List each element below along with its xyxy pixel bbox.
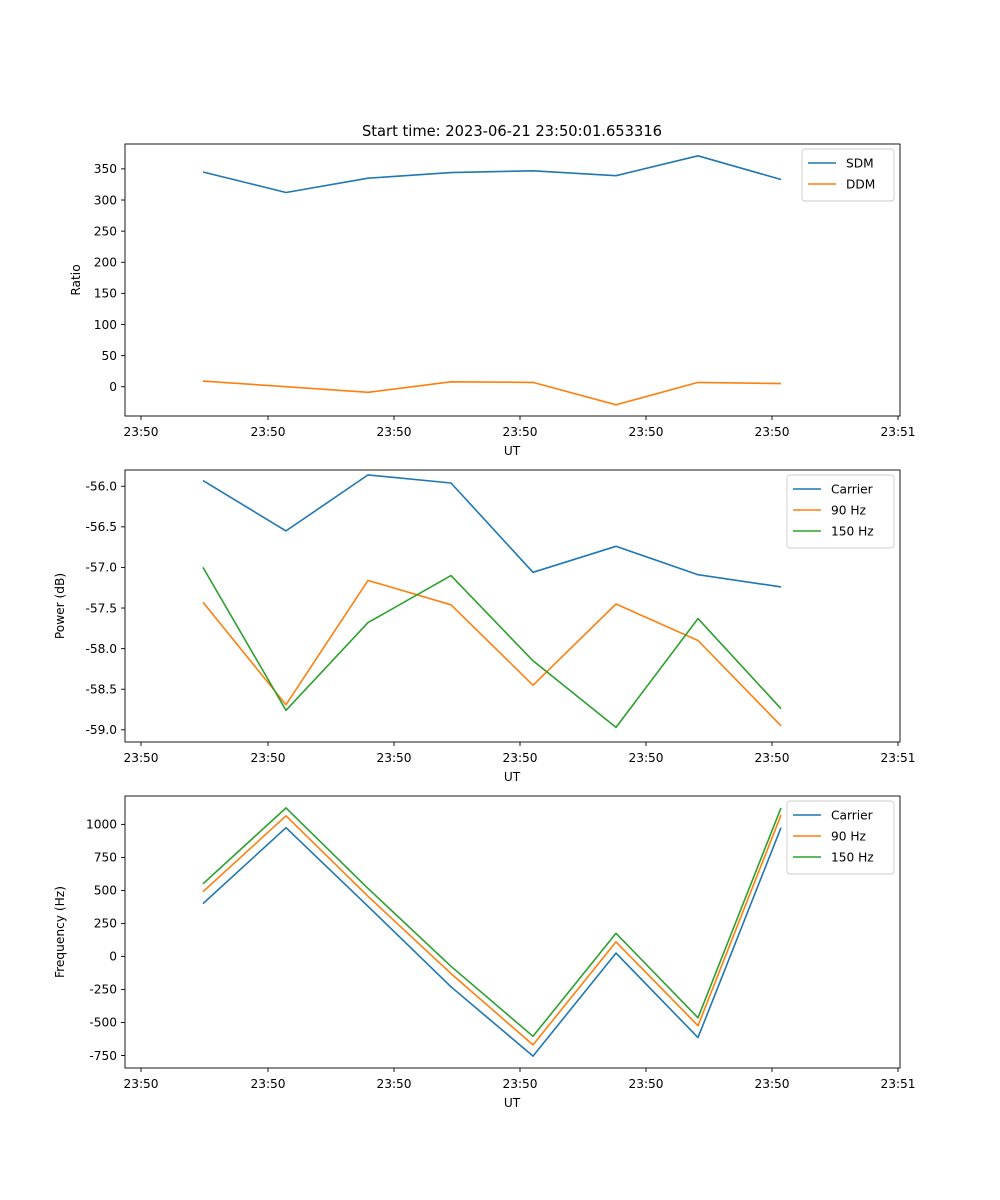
chart-panel-1: 23:50 23:50 23:50 23:50 23:50 23:50 23:51 UT 0 50… <box>69 143 916 458</box>
y-tick-label: -750 <box>89 1049 117 1063</box>
y-tick-label: -250 <box>89 983 117 997</box>
y-tick-label: -500 <box>89 1016 117 1030</box>
x-tick-label: 23:50 <box>376 751 411 765</box>
y-tick-label: -56.0 <box>85 480 117 494</box>
x-tick-label: 23:50 <box>123 1077 158 1091</box>
x-tick-label: 23:50 <box>376 1077 411 1091</box>
x-tick-label: 23:50 <box>628 1077 663 1091</box>
chart-title: Start time: 2023-06-21 23:50:01.653316 <box>362 123 662 140</box>
y-tick-label: 500 <box>94 884 117 898</box>
x-tick-label: 23:51 <box>880 751 915 765</box>
legend-box <box>786 474 895 549</box>
axes-frame <box>124 143 901 417</box>
y-tick-label: 250 <box>94 224 117 238</box>
x-tick-label: 23:50 <box>123 751 158 765</box>
y-tick-label: 0 <box>109 950 117 964</box>
x-axis-label: UT <box>504 770 521 784</box>
x-tick-label: 23:50 <box>754 1077 789 1091</box>
y-tick-label: -56.5 <box>85 520 117 534</box>
y-axis-label: Frequency (Hz) <box>53 886 67 978</box>
y-tick-label: 350 <box>94 162 117 176</box>
y-tick-label: 250 <box>94 917 117 931</box>
x-tick-label: 23:51 <box>880 425 915 439</box>
legend-box <box>801 148 895 202</box>
x-tick-label: 23:50 <box>502 751 537 765</box>
x-tick-label: 23:51 <box>880 1077 915 1091</box>
series-line-150-hz <box>202 807 782 1038</box>
y-tick-label: -58.0 <box>85 642 117 656</box>
series-line-90-hz <box>202 814 782 1046</box>
x-tick-label: 23:50 <box>250 1077 285 1091</box>
y-axis-label: Power (dB) <box>53 573 67 639</box>
y-tick-label: -57.0 <box>85 561 117 575</box>
chart-panel-3: 23:50 23:50 23:50 23:50 23:50 23:50 23:51 UT -75… <box>53 795 916 1110</box>
y-tick-label: 50 <box>101 349 117 363</box>
y-tick-label: 0 <box>109 380 117 394</box>
y-tick-label: -59.0 <box>85 723 117 737</box>
legend-label: Carrier <box>831 808 874 822</box>
y-tick-label: 200 <box>94 256 117 270</box>
legend-label: DDM <box>846 177 875 191</box>
legend-label: SDM <box>846 156 874 170</box>
x-tick-label: 23:50 <box>628 425 663 439</box>
x-axis-label: UT <box>504 1096 521 1110</box>
y-tick-label: -58.5 <box>85 683 117 697</box>
y-tick-label: -57.5 <box>85 601 117 615</box>
series-line-ddm <box>202 380 782 406</box>
legend-label: 150 Hz <box>831 524 874 538</box>
y-tick-label: 150 <box>94 287 117 301</box>
legend-label: 150 Hz <box>831 850 874 864</box>
legend-box <box>786 800 895 875</box>
series-line-carrier <box>202 474 782 588</box>
x-tick-label: 23:50 <box>754 751 789 765</box>
x-tick-label: 23:50 <box>250 425 285 439</box>
x-tick-label: 23:50 <box>502 425 537 439</box>
x-tick-label: 23:50 <box>123 425 158 439</box>
legend-label: 90 Hz <box>831 829 866 843</box>
x-tick-label: 23:50 <box>250 751 285 765</box>
axes-frame <box>124 795 901 1069</box>
y-tick-label: 750 <box>94 851 117 865</box>
y-tick-label: 1000 <box>86 818 117 832</box>
series-line-90-hz <box>202 579 782 727</box>
x-tick-label: 23:50 <box>628 751 663 765</box>
x-tick-label: 23:50 <box>502 1077 537 1091</box>
legend-label: 90 Hz <box>831 503 866 517</box>
axes-frame <box>124 469 901 743</box>
series-line-carrier <box>202 826 782 1057</box>
y-axis-label: Ratio <box>69 264 83 295</box>
series-line-150-hz <box>202 566 782 729</box>
chart-panel-2: 23:50 23:50 23:50 23:50 23:50 23:50 23:51 UT -59… <box>53 469 916 784</box>
y-tick-label: 100 <box>94 318 117 332</box>
legend-label: Carrier <box>831 482 874 496</box>
series-line-sdm <box>202 155 782 194</box>
y-tick-label: 300 <box>94 193 117 207</box>
x-axis-label: UT <box>504 444 521 458</box>
x-tick-label: 23:50 <box>376 425 411 439</box>
x-tick-label: 23:50 <box>754 425 789 439</box>
